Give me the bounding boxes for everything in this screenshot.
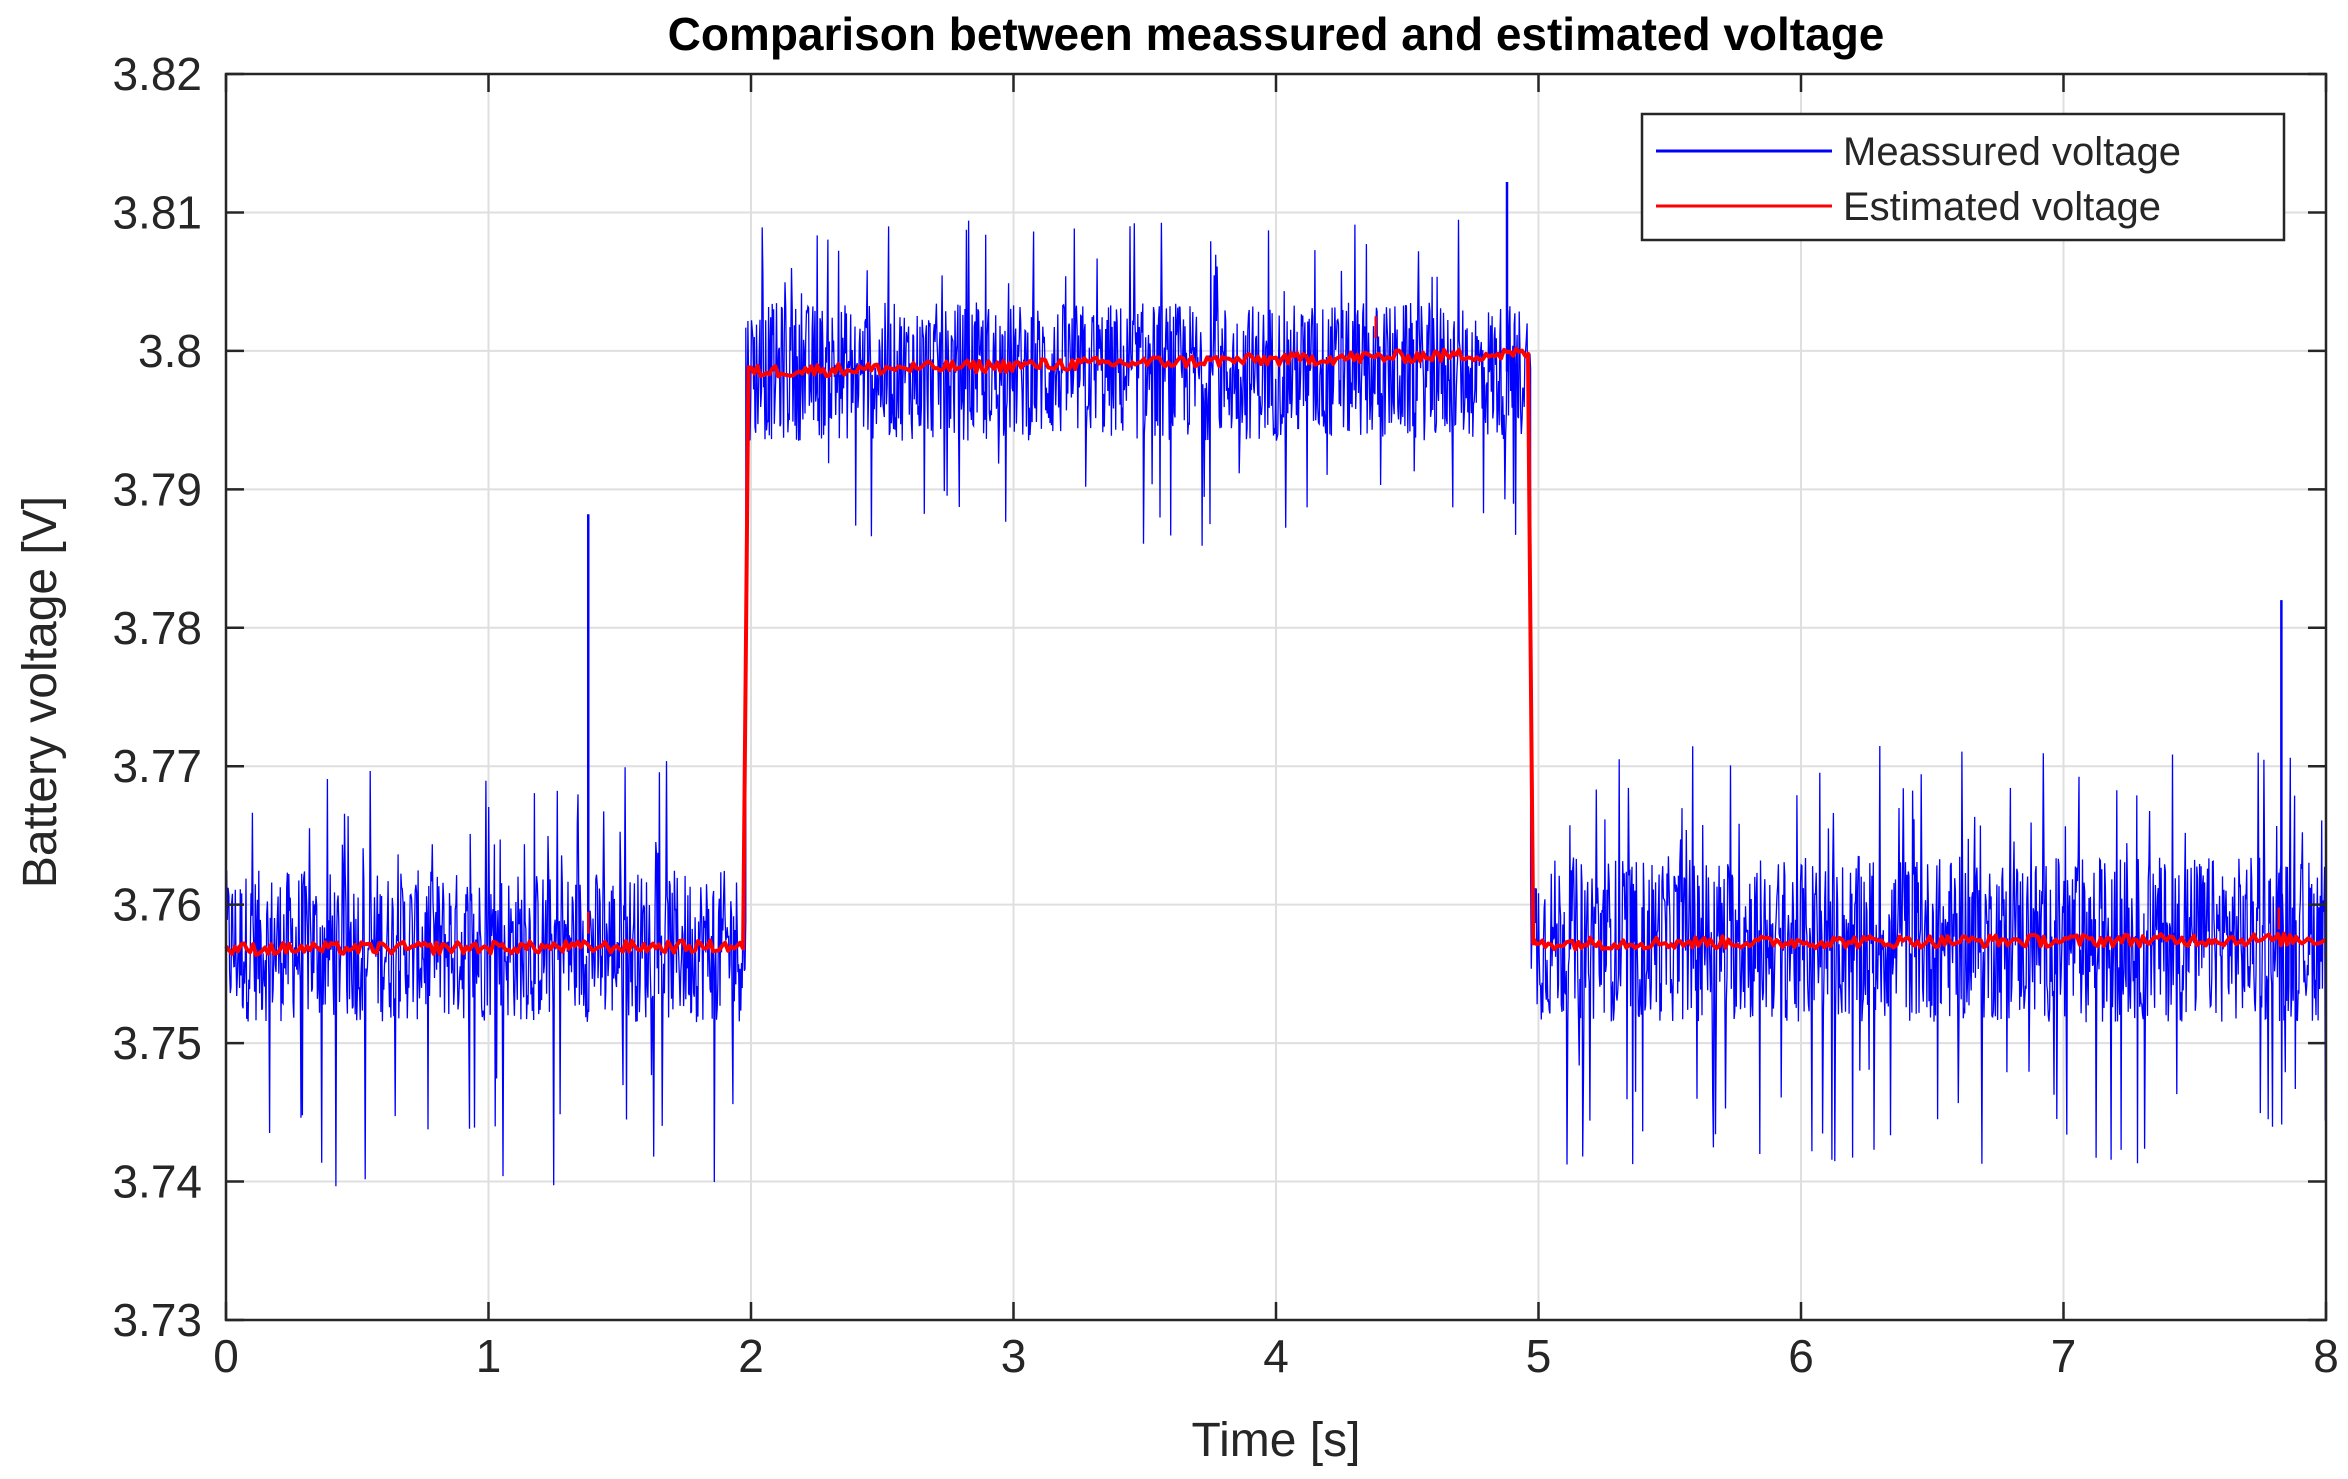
x-axis-title: Time [s] <box>1192 1414 1361 1467</box>
chart-title: Comparison between meassured and estimat… <box>668 8 1885 60</box>
y-tick-label: 3.78 <box>112 602 202 654</box>
axes-layer: 0 1 2 3 4 5 6 7 8 3.73 3.74 3.75 3.76 3.77 3.78 3.79 3.8… <box>112 48 2338 1382</box>
legend: Meassured voltage Estimated voltage <box>1640 112 2286 242</box>
y-tick-label: 3.79 <box>112 463 202 515</box>
y-tick-label: 3.75 <box>112 1017 202 1069</box>
x-tick-label: 8 <box>2313 1330 2339 1382</box>
grid-layer <box>226 74 2326 1320</box>
series-meassured-voltage <box>225 219 2327 1187</box>
x-tick-label: 5 <box>1526 1330 1552 1382</box>
y-tick-label: 3.76 <box>112 879 202 931</box>
x-tick-label: 3 <box>1001 1330 1027 1382</box>
legend-label-meassured: Meassured voltage <box>1843 130 2181 174</box>
legend-box <box>1640 112 2286 242</box>
y-tick-label: 3.82 <box>112 48 202 100</box>
series-estimated-voltage <box>224 346 2328 957</box>
y-axis-title: Battery voltage [V] <box>14 496 67 888</box>
x-tick-label: 6 <box>1788 1330 1814 1382</box>
y-tick-label: 3.8 <box>138 325 202 377</box>
x-tick-label: 4 <box>1263 1330 1289 1382</box>
x-tick-label: 2 <box>738 1330 764 1382</box>
axes-box <box>224 72 2328 1322</box>
x-tick-label: 1 <box>476 1330 502 1382</box>
legend-label-estimated: Estimated voltage <box>1843 185 2161 229</box>
series-layer <box>224 181 2328 1187</box>
x-tick-label: 0 <box>213 1330 239 1382</box>
y-tick-label: 3.74 <box>112 1156 202 1208</box>
y-tick-label: 3.81 <box>112 186 202 238</box>
y-tick-label: 3.77 <box>112 740 202 792</box>
y-tick-label: 3.73 <box>112 1294 202 1346</box>
x-tick-label: 7 <box>2051 1330 2077 1382</box>
